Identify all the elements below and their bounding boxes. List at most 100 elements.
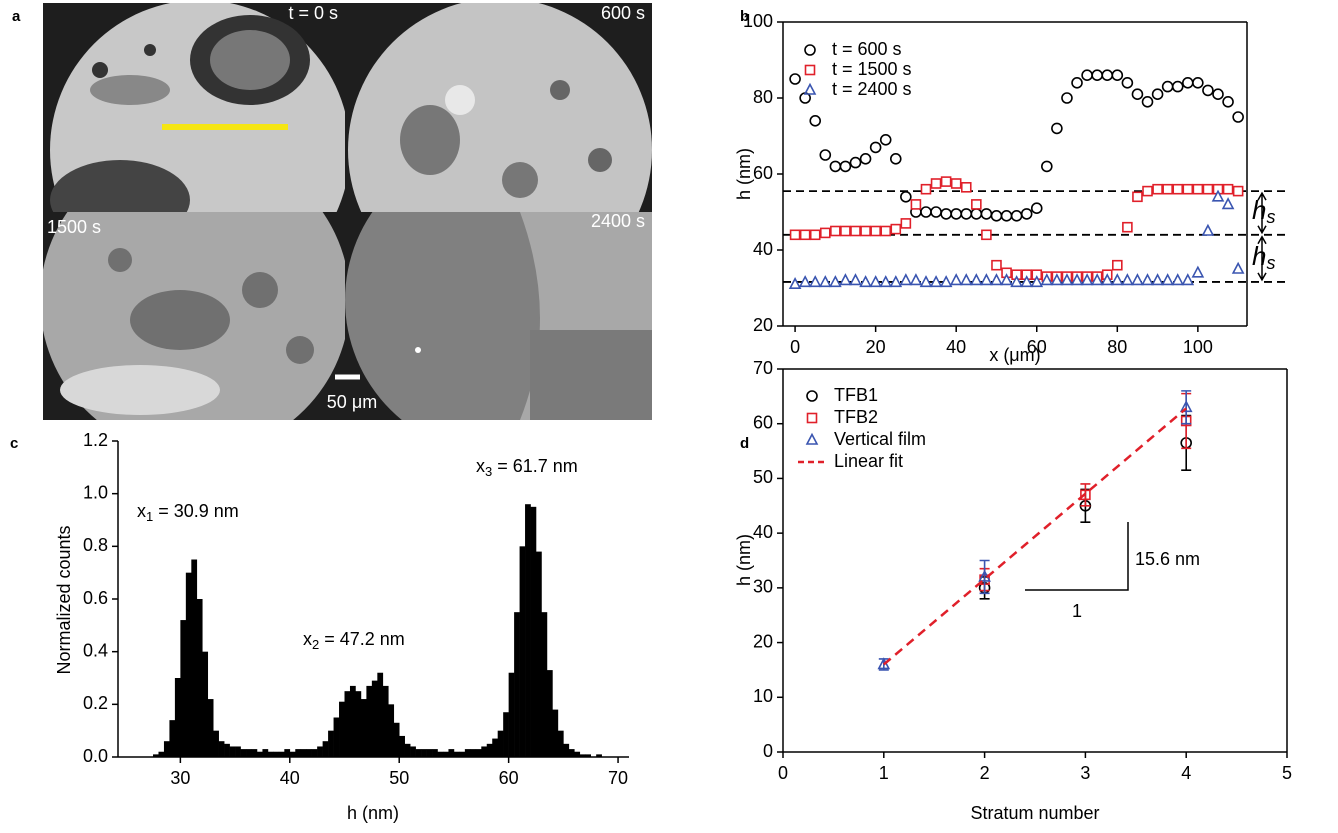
marker — [1221, 197, 1235, 210]
histogram-bar — [267, 751, 274, 757]
image-2400s — [345, 212, 652, 420]
histogram-bar — [344, 691, 351, 757]
annotation-base: x — [476, 456, 485, 476]
x-axis-label: h (nm) — [347, 803, 399, 823]
x-tick-label: 40 — [280, 768, 300, 788]
x-tick-label: 0 — [790, 337, 800, 357]
marker — [919, 275, 933, 288]
marker — [1121, 273, 1134, 286]
marker — [1070, 273, 1084, 286]
marker — [1030, 202, 1043, 214]
annotation-sub: s — [1266, 207, 1275, 227]
annotation: hs — [1252, 195, 1275, 227]
marker — [1202, 84, 1214, 97]
histogram-bar — [459, 751, 466, 757]
time-label: t = 0 s — [288, 3, 338, 23]
marker — [1161, 273, 1174, 286]
marker — [849, 273, 862, 286]
marker — [1181, 77, 1194, 89]
marker — [1090, 273, 1104, 286]
marker — [991, 259, 1002, 271]
histogram-bar — [404, 743, 411, 757]
time-label: 2400 s — [591, 211, 645, 231]
marker — [809, 115, 822, 127]
annotation-text: = 30.9 nm — [153, 501, 239, 521]
marker — [1020, 208, 1033, 220]
annotation-base: h — [1252, 241, 1266, 271]
height-arrow — [1257, 191, 1267, 235]
marker — [1202, 183, 1214, 195]
legend-marker — [806, 390, 818, 402]
histogram-bar — [333, 717, 340, 757]
marker — [940, 176, 952, 187]
x-tick-label: 100 — [1183, 337, 1213, 357]
marker — [849, 156, 862, 169]
marker — [808, 275, 822, 288]
histogram-bar — [153, 754, 159, 757]
marker — [829, 275, 842, 288]
annotation-base: x — [303, 629, 312, 649]
panel-label: b — [740, 8, 749, 25]
error-bar — [979, 559, 990, 595]
marker — [1131, 273, 1144, 286]
y-tick-label: 1.2 — [83, 430, 108, 450]
x-tick-label: 4 — [1181, 763, 1191, 783]
histogram-bar — [508, 672, 515, 757]
x-tick-label: 20 — [866, 337, 886, 357]
marker — [1192, 183, 1204, 195]
annotation-text: 1 — [1072, 601, 1082, 621]
y-tick-label: 40 — [753, 522, 773, 542]
histogram-bar — [174, 678, 181, 757]
histogram-bar — [514, 612, 520, 757]
marker — [1142, 185, 1153, 197]
marker — [1030, 275, 1044, 288]
marker — [899, 273, 913, 286]
x-tick-label: 3 — [1080, 763, 1090, 783]
chart-panel: 30 40 50 60 70 0.0 0.2 0.4 0.6 0.8 1.0 1.2 h (nm) Nor… — [10, 430, 629, 823]
histogram-bar — [525, 504, 531, 757]
marker — [909, 273, 923, 286]
marker — [829, 160, 842, 173]
marker — [1192, 77, 1204, 89]
histogram-bar — [339, 701, 345, 757]
marker — [1121, 77, 1134, 89]
marker — [1151, 88, 1164, 100]
marker — [959, 273, 973, 286]
histogram-bar — [306, 749, 312, 757]
histogram-bar — [191, 559, 198, 757]
marker — [1141, 273, 1154, 286]
histogram-bar — [497, 730, 504, 757]
marker — [1172, 183, 1184, 195]
marker — [1000, 273, 1013, 286]
legend-marker — [803, 82, 817, 95]
annotation-sub: 1 — [146, 509, 153, 524]
marker — [1171, 273, 1185, 286]
marker — [1222, 183, 1234, 195]
histogram-bar — [366, 685, 373, 757]
marker — [900, 191, 912, 203]
histogram-bar — [295, 749, 302, 757]
marker — [920, 206, 932, 218]
histogram-bar — [585, 754, 592, 757]
x-tick-label: 2 — [980, 763, 990, 783]
y-tick-label: 60 — [753, 163, 773, 183]
marker — [889, 153, 902, 165]
histogram-bar — [256, 751, 263, 757]
histogram-bar — [475, 749, 482, 757]
annotation: hs — [1252, 241, 1275, 273]
x-tick-label: 0 — [778, 763, 788, 783]
marker — [1211, 189, 1225, 202]
marker — [1020, 275, 1034, 288]
y-tick-label: 0.4 — [83, 640, 108, 660]
histogram-bar — [289, 751, 296, 757]
marker — [950, 178, 962, 189]
histogram-bar — [284, 749, 291, 757]
histogram-bar — [388, 704, 395, 757]
marker — [980, 208, 993, 220]
marker — [1112, 259, 1123, 271]
marker — [1171, 80, 1184, 93]
legend-marker — [804, 64, 816, 76]
marker — [1131, 88, 1144, 100]
